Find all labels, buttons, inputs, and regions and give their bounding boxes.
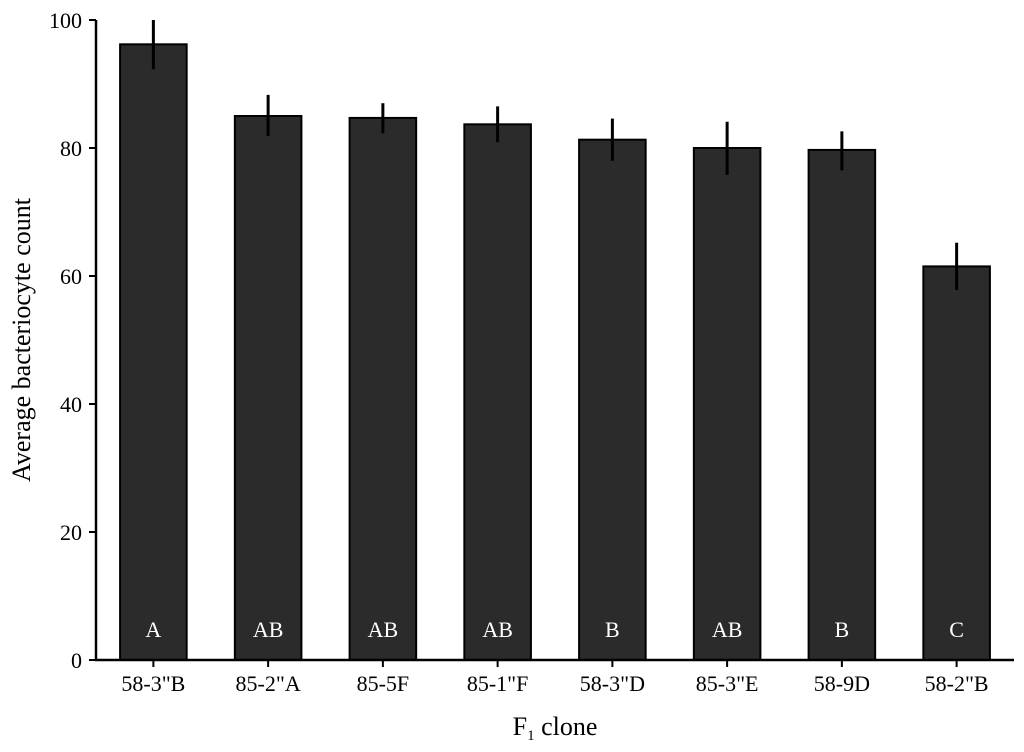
x-axis-title-rest: clone [535, 712, 598, 741]
bar [119, 43, 188, 661]
y-axis-title: Average bacteriocyte count [7, 197, 36, 482]
x-tick-label: 58-9D [814, 671, 870, 696]
group-letter: A [145, 617, 161, 642]
group-letter: AB [253, 617, 284, 642]
x-axis-title: F1 clone [513, 712, 598, 744]
x-tick-label: 85-5F [357, 671, 410, 696]
bar [922, 265, 991, 661]
x-tick-label: 58-3"B [121, 671, 185, 696]
bar [463, 123, 532, 661]
y-tick-label: 0 [71, 648, 82, 673]
y-tick-label: 100 [49, 8, 82, 33]
y-tick-label: 80 [60, 136, 82, 161]
group-letter: AB [712, 617, 743, 642]
x-tick-label: 58-2"B [925, 671, 989, 696]
x-tick-label: 85-1"F [467, 671, 529, 696]
x-axis-ticks: 58-3"B 85-2"A 85-5F 85-1"F 58-3"D 85-3"E 58-9D… [121, 660, 989, 696]
bar [233, 115, 303, 661]
bar [692, 147, 762, 661]
y-tick-label: 60 [60, 264, 82, 289]
group-letter: AB [482, 617, 513, 642]
group-letter: B [605, 617, 620, 642]
x-axis-title-main: F [513, 712, 527, 741]
x-tick-label: 85-2"A [236, 671, 301, 696]
bar [578, 138, 647, 661]
group-letter: C [949, 617, 964, 642]
group-letter: B [835, 617, 850, 642]
x-axis-title-subscript: 1 [527, 728, 535, 744]
bar [348, 116, 418, 662]
group-letters: A AB AB AB B AB B C [145, 617, 964, 642]
bar [807, 148, 877, 661]
group-letter: AB [368, 617, 399, 642]
y-tick-label: 20 [60, 520, 82, 545]
y-tick-label: 40 [60, 392, 82, 417]
y-axis-ticks: 0 20 40 60 80 100 [49, 8, 96, 673]
x-tick-label: 58-3"D [580, 671, 645, 696]
error-bars [151, 20, 959, 291]
x-tick-label: 85-3"E [696, 671, 759, 696]
bars [119, 43, 991, 662]
